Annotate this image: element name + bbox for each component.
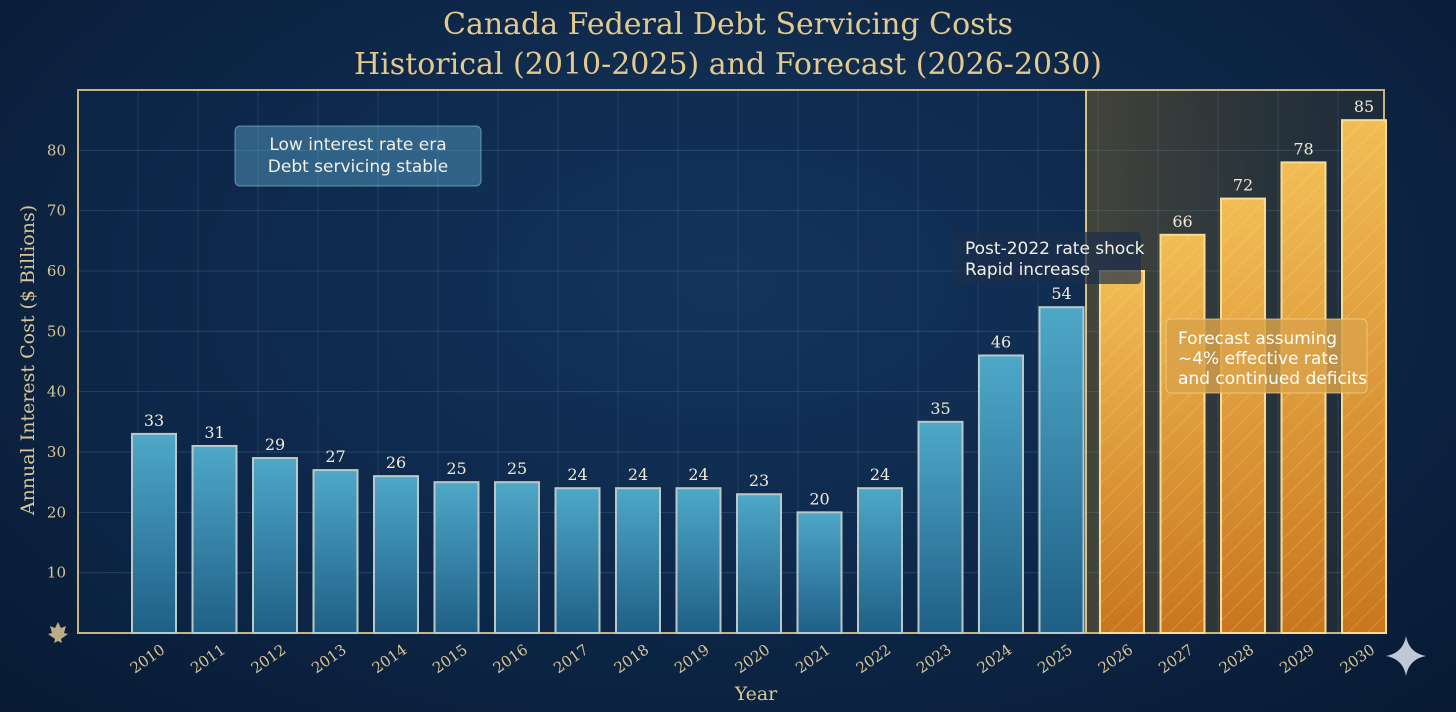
data-label-2020: 23 xyxy=(749,471,769,490)
bar-2025 xyxy=(1038,306,1085,634)
bar-2024 xyxy=(978,354,1024,634)
bar-2013 xyxy=(312,469,359,634)
bar-2016 xyxy=(494,481,540,634)
annotation-rate-shock-line-1: Post-2022 rate shock xyxy=(965,239,1145,259)
bar-2019 xyxy=(675,487,722,635)
data-label-2014: 26 xyxy=(386,453,406,472)
maple-leaf-icon xyxy=(48,622,68,643)
data-label-2012: 29 xyxy=(265,435,285,454)
y-tick-label: 70 xyxy=(47,202,66,220)
bar-2012 xyxy=(252,457,298,634)
data-labels: 33 31 29 27 26 25 25 24 24 24 23 20 24 35 46 54 66 72 78 85 xyxy=(144,97,1374,508)
data-label-2029: 78 xyxy=(1293,139,1313,158)
data-label-2021: 20 xyxy=(809,489,829,508)
title-line-2: Historical (2010-2025) and Forecast (202… xyxy=(354,47,1102,82)
x-tick-label: 2028 xyxy=(1216,641,1258,678)
data-label-2013: 27 xyxy=(325,447,345,466)
y-axis-ticks: 10 20 30 40 50 60 70 80 xyxy=(47,141,66,581)
data-label-2017: 24 xyxy=(567,465,587,484)
x-tick-label: 2030 xyxy=(1337,641,1379,678)
sparkle-icon xyxy=(1386,636,1426,676)
x-tick-label: 2010 xyxy=(127,641,169,678)
bar-pattern-2026 xyxy=(1100,271,1144,633)
y-tick-label: 10 xyxy=(47,564,66,582)
bar-2018 xyxy=(615,487,661,635)
x-tick-label: 2021 xyxy=(792,641,834,678)
x-tick-label: 2017 xyxy=(550,641,592,678)
annotation-low-rate-box xyxy=(234,125,482,187)
y-axis-title: Annual Interest Cost ($ Billions) xyxy=(17,205,39,516)
y-tick-label: 80 xyxy=(47,141,66,159)
bar-2017 xyxy=(554,487,601,635)
data-label-2024: 46 xyxy=(991,332,1011,351)
data-label-2010: 33 xyxy=(144,411,164,430)
annotation-forecast-line-3: and continued deficits xyxy=(1178,369,1367,389)
data-label-2025: 54 xyxy=(1051,284,1071,303)
chart-title: Canada Federal Debt Servicing Costs Hist… xyxy=(354,7,1102,82)
annotation-forecast-box xyxy=(1165,318,1368,394)
bar-2023 xyxy=(917,420,964,635)
data-label-2030: 85 xyxy=(1354,97,1374,116)
annotation-forecast-line-2: ~4% effective rate xyxy=(1178,349,1338,369)
x-tick-label: 2014 xyxy=(369,641,411,678)
x-tick-label: 2018 xyxy=(611,641,653,678)
bar-2010 xyxy=(131,432,177,634)
bar-pattern-2029 xyxy=(1281,162,1326,633)
annotation-forecast-line-1: Forecast assuming xyxy=(1178,329,1337,349)
data-label-2018: 24 xyxy=(628,465,648,484)
bar-2022 xyxy=(857,487,903,635)
x-tick-label: 2025 xyxy=(1034,641,1076,678)
data-label-2019: 24 xyxy=(688,465,708,484)
x-tick-label: 2016 xyxy=(490,641,532,678)
bar-2011 xyxy=(191,444,238,635)
title-line-1: Canada Federal Debt Servicing Costs xyxy=(443,7,1013,42)
y-tick-label: 20 xyxy=(47,503,66,521)
x-tick-label: 2026 xyxy=(1095,641,1137,678)
bar-pattern-2027 xyxy=(1160,234,1205,634)
data-label-2023: 35 xyxy=(930,399,950,418)
y-tick-label: 50 xyxy=(47,322,66,340)
data-label-2022: 24 xyxy=(870,465,890,484)
annotation-low-rate: Low interest rate era Debt servicing sta… xyxy=(234,125,482,187)
y-tick-label: 60 xyxy=(47,262,66,280)
data-label-2011: 31 xyxy=(204,423,224,442)
x-tick-label: 2011 xyxy=(187,641,229,678)
x-tick-label: 2013 xyxy=(308,641,350,678)
x-tick-label: 2024 xyxy=(974,641,1016,678)
x-tick-label: 2022 xyxy=(853,641,895,678)
x-tick-label: 2029 xyxy=(1276,641,1318,678)
x-tick-label: 2023 xyxy=(913,641,955,678)
annotation-low-rate-line-1: Low interest rate era xyxy=(269,135,446,155)
x-axis-ticks: 2010 2011 2012 2013 2014 2015 2016 2017 2018 2019… xyxy=(127,641,1379,678)
y-tick-label: 40 xyxy=(47,383,66,401)
annotation-rate-shock-box xyxy=(953,232,1141,284)
bar-pattern-2028 xyxy=(1221,198,1265,633)
annotation-rate-shock: Post-2022 rate shock Rapid increase xyxy=(953,232,1145,284)
x-tick-label: 2027 xyxy=(1155,641,1197,678)
x-tick-label: 2020 xyxy=(732,641,774,678)
bar-2020 xyxy=(736,493,782,634)
x-tick-label: 2019 xyxy=(671,641,713,678)
bar-2014 xyxy=(373,475,419,634)
data-label-2027: 66 xyxy=(1172,212,1192,231)
annotation-low-rate-line-2: Debt servicing stable xyxy=(268,157,448,177)
annotation-forecast: Forecast assuming ~4% effective rate and… xyxy=(1165,318,1368,394)
x-tick-label: 2012 xyxy=(248,641,290,678)
data-label-2015: 25 xyxy=(446,459,466,478)
bar-2021 xyxy=(796,511,843,634)
x-tick-label: 2015 xyxy=(429,641,471,678)
x-axis-title: Year xyxy=(734,683,778,705)
y-tick-label: 30 xyxy=(47,443,66,461)
annotation-rate-shock-line-2: Rapid increase xyxy=(965,260,1090,280)
data-label-2028: 72 xyxy=(1233,176,1253,195)
data-label-2016: 25 xyxy=(507,459,527,478)
bar-2015 xyxy=(433,481,480,634)
